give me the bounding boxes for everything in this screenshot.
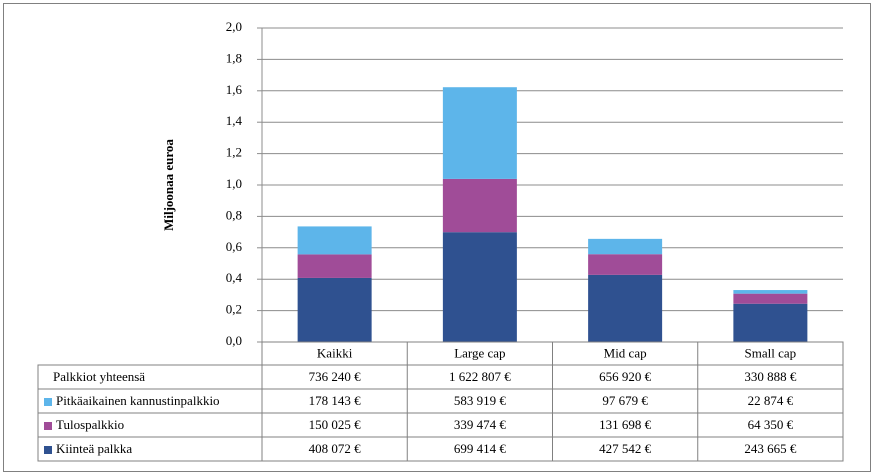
table-value: 339 474 € [454, 417, 507, 432]
table-value: 583 919 € [454, 393, 507, 408]
table-value: 699 414 € [454, 441, 507, 456]
bar-segment [442, 178, 517, 233]
table-value: 408 072 € [309, 441, 362, 456]
y-tick-label: 2,0 [226, 19, 242, 34]
table-value: 243 665 € [744, 441, 797, 456]
y-axis-label: Miljoonaa euroa [161, 139, 176, 231]
table-value: 150 025 € [309, 417, 362, 432]
y-tick-label: 0,0 [226, 333, 242, 348]
y-tick-label: 1,0 [226, 176, 242, 191]
x-tick-label: Large cap [454, 345, 505, 360]
y-tick-label: 0,6 [226, 239, 243, 254]
legend-key [44, 398, 52, 406]
x-tick-label: Kaikki [317, 345, 353, 360]
table-value: 22 874 € [748, 393, 794, 408]
y-tick-label: 1,4 [226, 113, 243, 128]
table-value: 131 698 € [599, 417, 652, 432]
table-value: 427 542 € [599, 441, 652, 456]
x-tick-label: Small cap [745, 345, 797, 360]
bar-segment [297, 226, 372, 255]
table-value: 178 143 € [309, 393, 362, 408]
y-tick-label: 1,2 [226, 145, 242, 160]
y-tick-label: 0,8 [226, 207, 242, 222]
legend-label: Tulospalkkio [56, 417, 124, 432]
bar-segment [733, 293, 808, 304]
bar-segment [442, 87, 517, 179]
legend-label: Kiinteä palkka [56, 441, 132, 456]
bar-segment [733, 303, 808, 342]
bar-segment [588, 274, 663, 342]
table-value: 330 888 € [744, 369, 797, 384]
row-label: Palkkiot yhteensä [53, 369, 145, 384]
chart-border [3, 3, 871, 472]
legend-key [44, 446, 52, 454]
table-row [37, 436, 844, 462]
table-value: 97 679 € [602, 393, 648, 408]
table-value: 656 920 € [599, 369, 652, 384]
bar-segment [442, 232, 517, 342]
bar-segment [588, 254, 663, 275]
y-tick-label: 1,8 [226, 50, 242, 65]
x-tick-label: Mid cap [604, 345, 647, 360]
bar-segment [733, 290, 808, 294]
legend-label: Pitkäaikainen kannustinpalkkio [56, 393, 220, 408]
y-tick-label: 0,4 [226, 270, 243, 285]
table-value: 736 240 € [309, 369, 362, 384]
legend-key [44, 422, 52, 430]
bar-segment [297, 254, 372, 278]
table-value: 64 350 € [748, 417, 794, 432]
bar-segment [588, 238, 663, 255]
y-tick-label: 0,2 [226, 302, 242, 317]
table-value: 1 622 807 € [449, 369, 511, 384]
y-tick-label: 1,6 [226, 82, 243, 97]
bar-segment [297, 277, 372, 342]
